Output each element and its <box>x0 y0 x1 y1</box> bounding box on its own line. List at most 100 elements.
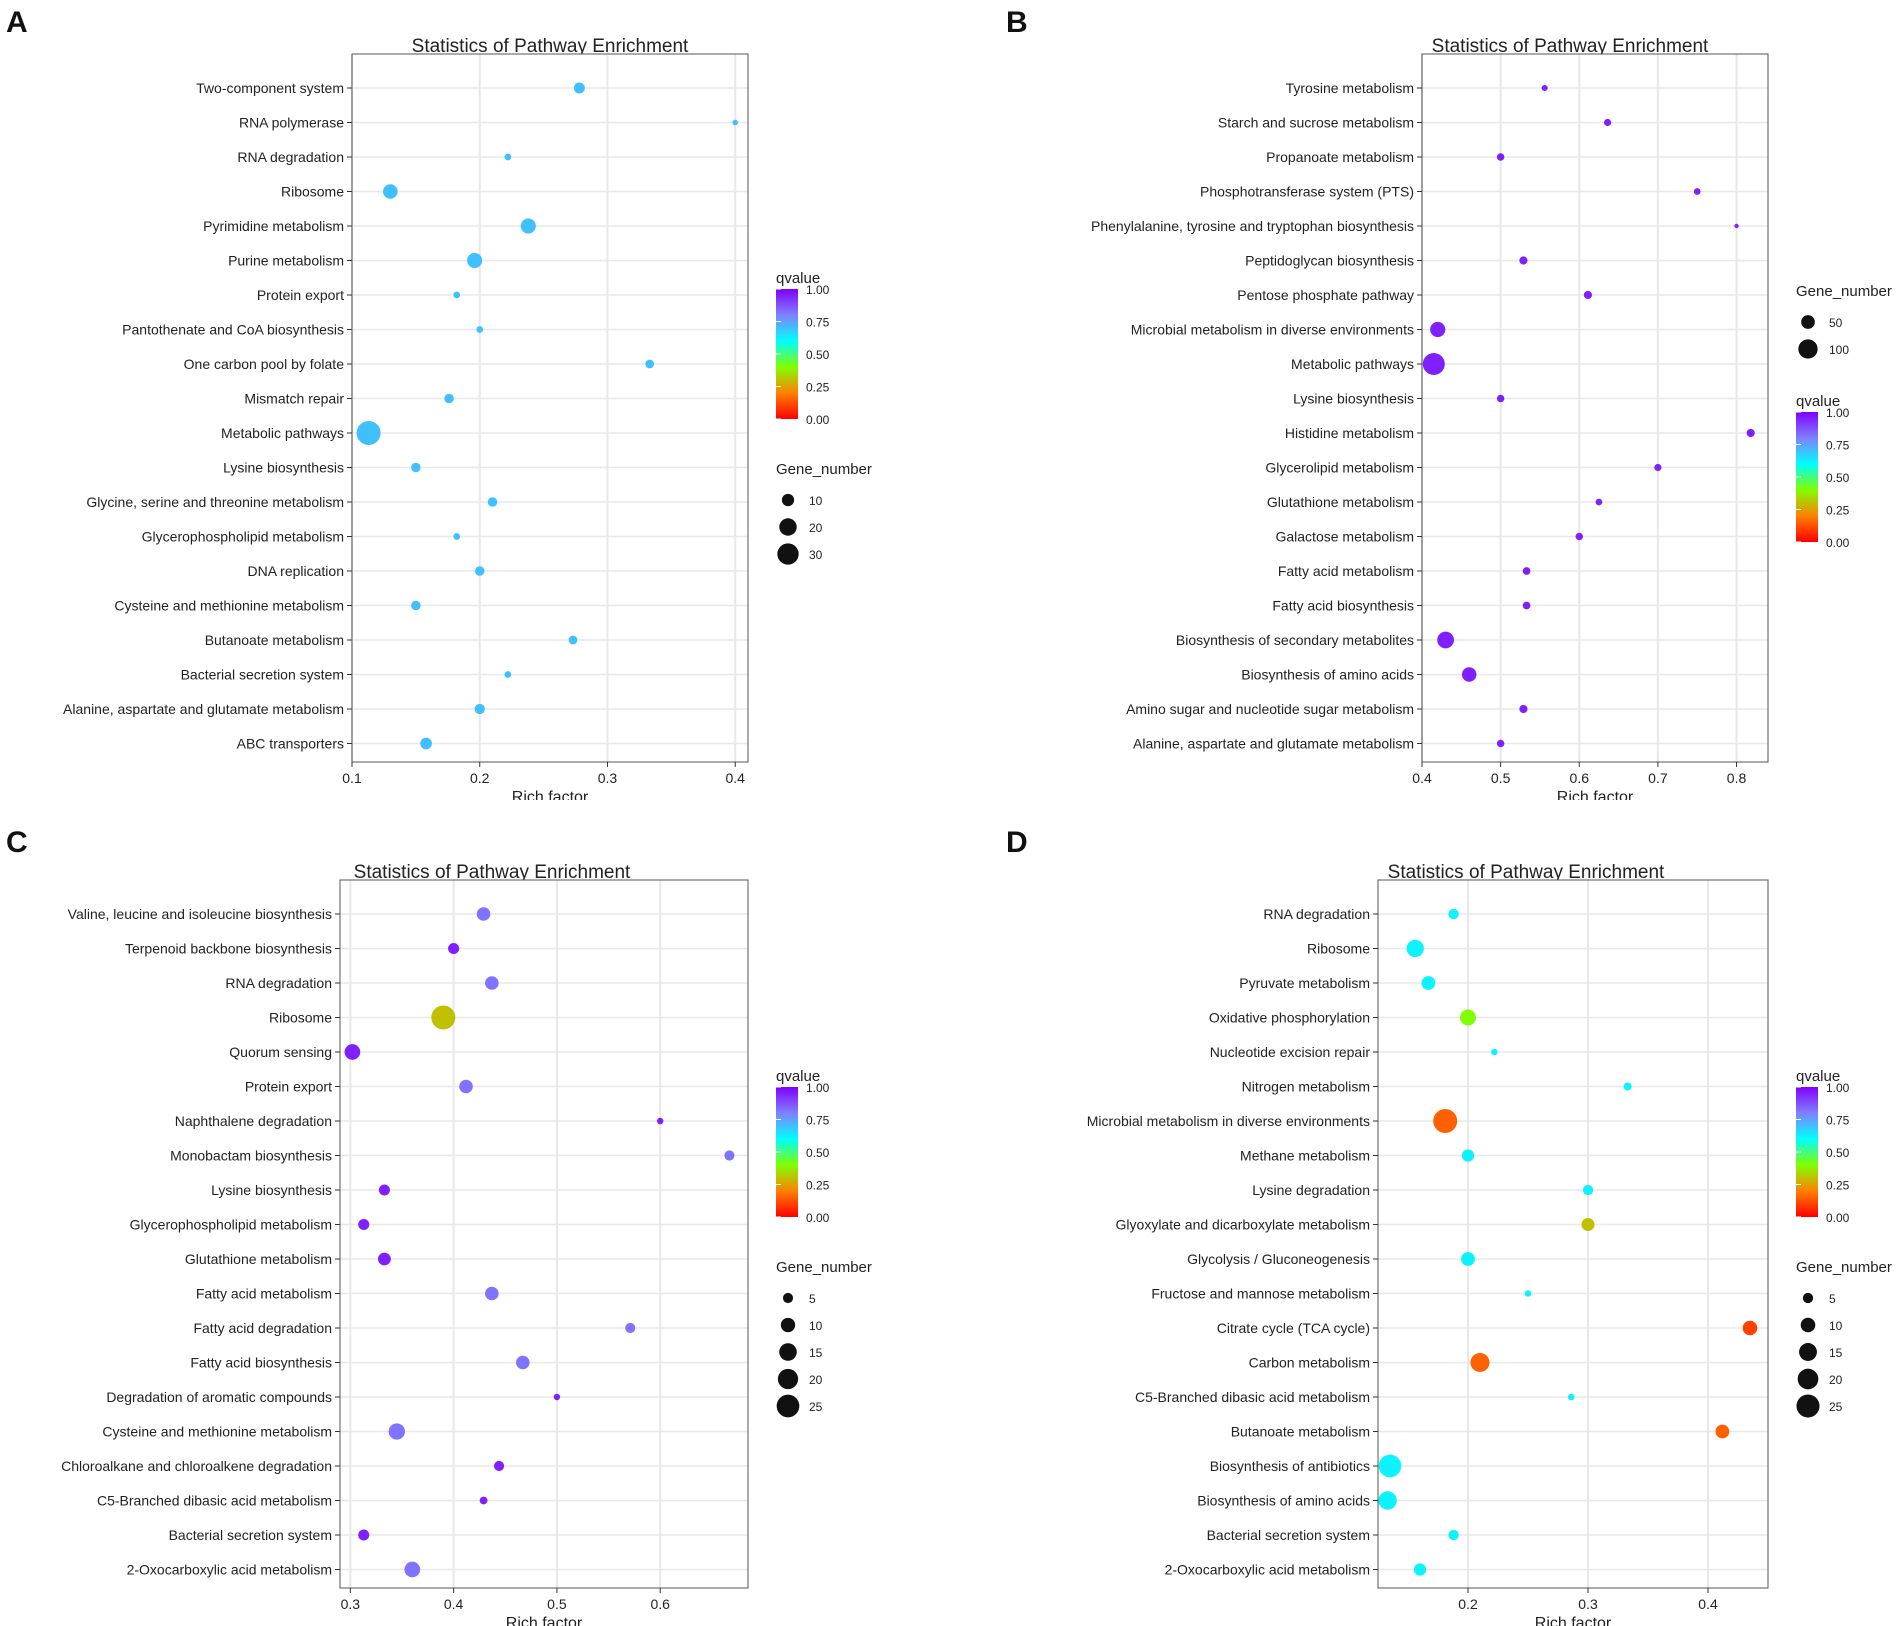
data-point <box>356 421 381 445</box>
data-point <box>487 497 498 507</box>
qvalue-legend-label: 1.00 <box>1826 1081 1850 1095</box>
data-point <box>1582 1184 1594 1196</box>
data-point <box>568 635 578 645</box>
gene-legend-label: 100 <box>1829 343 1849 357</box>
y-tick-label: Glutathione metabolism <box>185 1251 332 1267</box>
y-tick-label: Biosynthesis of secondary metabolites <box>1176 632 1414 648</box>
y-tick-label: Pyrimidine metabolism <box>203 218 344 234</box>
x-tick-label: 0.3 <box>1578 1596 1598 1612</box>
data-point <box>1496 153 1505 161</box>
x-tick-label: 0.7 <box>1648 770 1668 786</box>
y-tick-label: Bacterial secretion system <box>181 667 344 683</box>
qvalue-legend-label: 0.75 <box>806 1114 830 1128</box>
y-tick-label: Alanine, aspartate and glutamate metabol… <box>1133 736 1414 752</box>
x-axis-label: Rich factor <box>1557 789 1634 800</box>
gene-legend-label: 10 <box>809 494 823 508</box>
y-tick-label: Naphthalene degradation <box>175 1113 332 1129</box>
plot-area <box>340 880 748 1588</box>
y-tick-label: Fructose and mannose metabolism <box>1151 1286 1370 1302</box>
x-tick-label: 0.5 <box>1491 770 1511 786</box>
data-point <box>1746 428 1755 438</box>
data-point <box>645 359 654 369</box>
data-point <box>1524 1290 1532 1297</box>
gene-legend-label: 25 <box>809 1400 823 1414</box>
qvalue-legend-label: 0.00 <box>1826 536 1850 550</box>
y-tick-label: Microbial metabolism in diverse environm… <box>1131 322 1414 338</box>
y-tick-label: One carbon pool by folate <box>184 356 345 372</box>
y-tick-label: Alanine, aspartate and glutamate metabol… <box>63 701 344 717</box>
plot-frame <box>351 53 749 763</box>
data-point <box>485 976 499 990</box>
gene-legend-label: 30 <box>809 548 823 562</box>
gene-legend-key <box>1797 1368 1819 1390</box>
data-point <box>1433 1109 1458 1133</box>
qvalue-colorbar <box>776 1087 798 1217</box>
y-tick-label: Fatty acid biosynthesis <box>1272 598 1414 614</box>
y-tick-label: Phosphotransferase system (PTS) <box>1200 184 1414 200</box>
y-tick-label: Citrate cycle (TCA cycle) <box>1217 1320 1370 1336</box>
y-tick-label: Fatty acid metabolism <box>1278 563 1414 579</box>
chart-title: Statistics of Pathway Enrichment <box>1388 862 1665 883</box>
y-tick-label: Methane metabolism <box>1240 1148 1370 1164</box>
y-tick-label: Chloroalkane and chloroalkene degradatio… <box>61 1458 332 1474</box>
y-tick-label: Fatty acid biosynthesis <box>190 1355 332 1371</box>
data-point <box>1406 939 1424 958</box>
data-point <box>625 1322 636 1334</box>
y-tick-label: Ribosome <box>1307 941 1370 957</box>
y-tick-label: Cysteine and methionine metabolism <box>102 1424 332 1440</box>
data-point <box>383 184 398 199</box>
data-point <box>420 737 432 750</box>
data-point <box>1693 188 1701 195</box>
data-point <box>467 252 483 269</box>
y-tick-label: Ribosome <box>269 1010 332 1026</box>
data-point <box>573 82 585 94</box>
data-point <box>1522 601 1531 610</box>
y-tick-label: Lysine biosynthesis <box>1293 391 1414 407</box>
y-tick-label: Mismatch repair <box>244 391 344 407</box>
gene-legend-label: 10 <box>1829 1319 1843 1333</box>
y-tick-label: Peptidoglycan biosynthesis <box>1245 253 1414 269</box>
y-tick-label: Lysine degradation <box>1252 1182 1370 1198</box>
y-tick-label: Biosynthesis of amino acids <box>1241 667 1414 683</box>
x-tick-label: 0.2 <box>470 770 490 786</box>
x-tick-label: 0.6 <box>650 1596 670 1612</box>
y-tick-label: Amino sugar and nucleotide sugar metabol… <box>1126 701 1414 717</box>
gene-legend-label: 20 <box>809 1373 823 1387</box>
chart-title: Statistics of Pathway Enrichment <box>1432 36 1709 57</box>
y-tick-label: 2-Oxocarboxylic acid metabolism <box>127 1562 332 1578</box>
data-point <box>358 1529 370 1541</box>
gene-legend-key <box>1802 1292 1814 1304</box>
y-tick-label: Carbon metabolism <box>1249 1355 1370 1371</box>
data-point <box>1378 1454 1402 1478</box>
data-point <box>1623 1082 1632 1091</box>
data-point <box>411 600 421 611</box>
qvalue-legend-label: 0.00 <box>806 1211 830 1225</box>
y-tick-label: Glycerophospholipid metabolism <box>130 1217 332 1233</box>
y-tick-label: RNA degradation <box>237 149 344 165</box>
data-point <box>479 1496 488 1505</box>
y-tick-label: Bacterial secretion system <box>1207 1527 1370 1543</box>
y-tick-label: Biosynthesis of antibiotics <box>1210 1458 1370 1474</box>
plot-area <box>1422 54 1768 762</box>
gene-legend-label: 50 <box>1829 316 1843 330</box>
qvalue-legend-label: 0.50 <box>1826 1146 1850 1160</box>
y-tick-label: Purine metabolism <box>228 253 344 269</box>
gene-legend-label: 25 <box>1829 1400 1843 1414</box>
chart-panel-b: Statistics of Pathway Enrichment Tyrosine… <box>1091 36 1892 800</box>
qvalue-legend-title: qvalue <box>1796 1068 1840 1085</box>
x-tick-label: 0.4 <box>1698 1596 1718 1612</box>
y-tick-label: Terpenoid backbone biosynthesis <box>125 941 332 957</box>
gene-legend-key <box>777 543 799 565</box>
gene-legend-key <box>1800 1317 1816 1333</box>
gene-legend-key <box>782 1292 794 1304</box>
gene-legend-title: Gene_number <box>1796 1259 1892 1276</box>
y-tick-label: Fatty acid metabolism <box>196 1286 332 1302</box>
x-tick-label: 0.4 <box>1412 770 1432 786</box>
x-axis-label: Rich factor <box>512 789 589 800</box>
y-tick-label: RNA degradation <box>1263 906 1370 922</box>
data-point <box>493 1460 505 1472</box>
data-point <box>453 533 461 540</box>
gene-legend-label: 15 <box>1829 1346 1843 1360</box>
y-tick-label: RNA polymerase <box>239 115 344 131</box>
qvalue-legend-label: 0.50 <box>806 348 830 362</box>
